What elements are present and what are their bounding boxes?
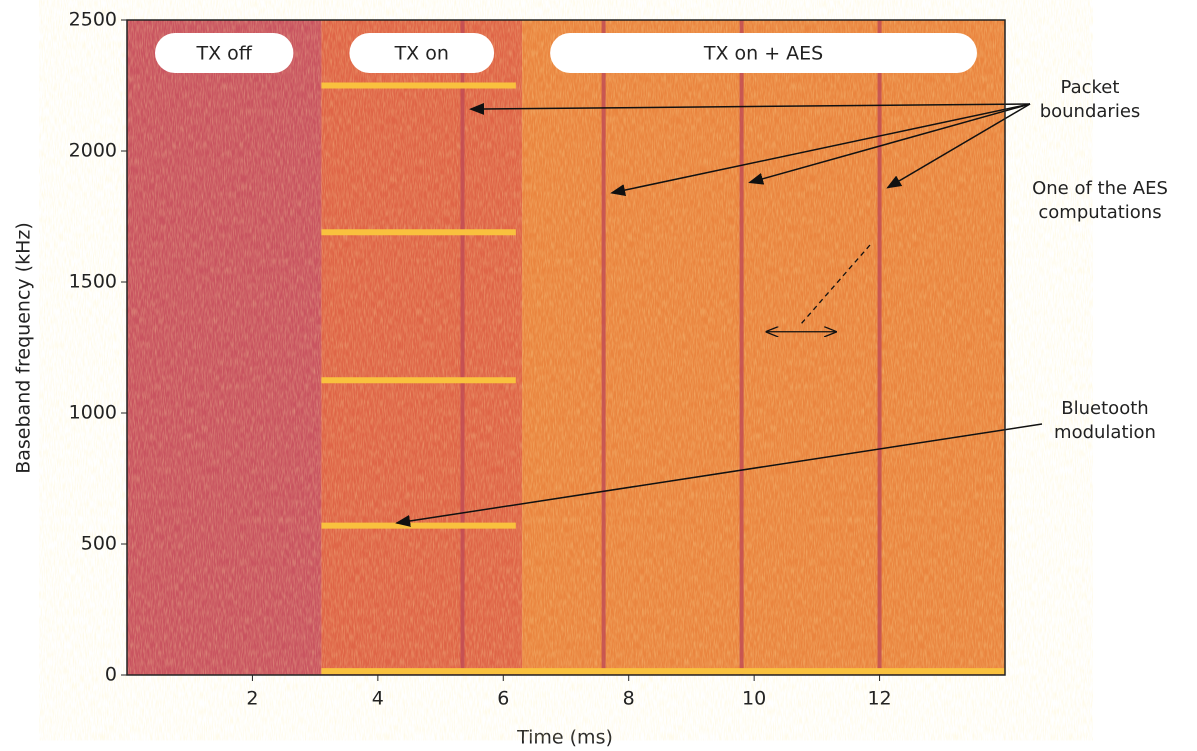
y-tick-label: 2500 — [69, 9, 117, 31]
x-tick-label: 6 — [497, 688, 509, 710]
y-tick-label: 1000 — [69, 402, 117, 424]
y-tick-label: 0 — [105, 664, 117, 686]
plot-frame — [126, 19, 1006, 676]
x-tick-label: 2 — [246, 688, 258, 710]
annotation: One of the AES computations — [1032, 178, 1168, 223]
noise-texture — [127, 20, 1005, 675]
x-axis-label: Time (ms) — [516, 727, 613, 749]
packet-arrow — [886, 103, 1031, 189]
packet-arrow — [469, 102, 1031, 115]
y-tick-label: 500 — [81, 533, 117, 555]
region-pill — [155, 33, 294, 73]
region-label: TX on + AES — [703, 43, 823, 65]
annotation: Bluetooth modulation — [1054, 398, 1156, 443]
region-pill — [550, 33, 977, 73]
y-tick-label: 1500 — [69, 271, 117, 293]
x-tick-label: 4 — [372, 688, 384, 710]
x-tick-label: 8 — [623, 688, 635, 710]
region-label: TX off — [196, 43, 253, 65]
packet-arrow — [748, 103, 1031, 185]
packet-arrow — [610, 103, 1031, 196]
x-tick-label: 10 — [742, 688, 766, 710]
x-tick-label: 12 — [867, 688, 891, 710]
region-label: TX on — [394, 43, 449, 65]
y-tick-label: 2000 — [69, 140, 117, 162]
bluetooth-arrow — [395, 423, 1043, 527]
annotation: Packet boundaries — [1039, 77, 1141, 122]
y-axis-label: Baseband frequency (kHz) — [13, 222, 35, 474]
region-pill — [349, 33, 495, 73]
